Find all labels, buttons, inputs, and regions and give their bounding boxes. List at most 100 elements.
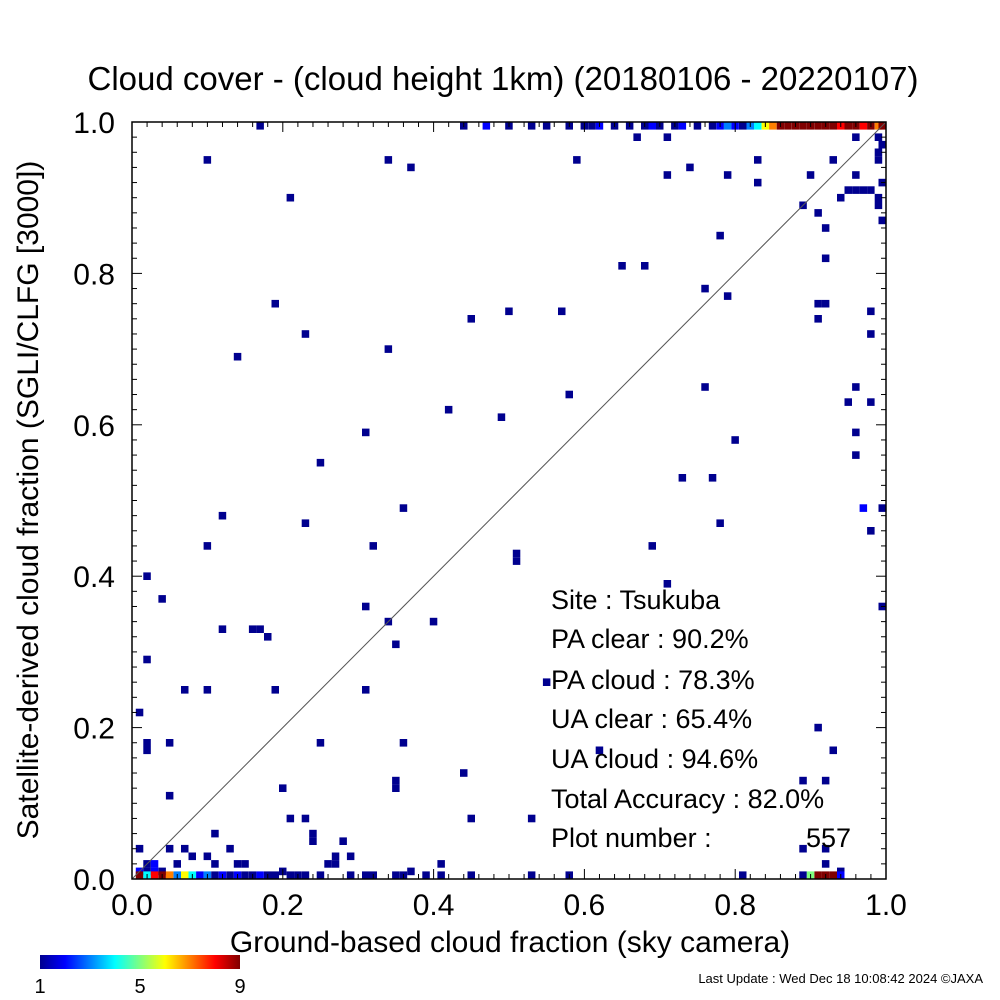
- heatmap-cell: [196, 871, 204, 879]
- heatmap-cell: [309, 837, 317, 845]
- x-tick-label: 0.6: [564, 889, 606, 922]
- heatmap-cell: [821, 844, 830, 853]
- heatmap-cell: [799, 844, 807, 853]
- heatmap-cell: [271, 686, 279, 694]
- heatmap-cell: [233, 860, 242, 868]
- heatmap-cell: [874, 201, 883, 210]
- heatmap-cell: [279, 784, 287, 792]
- heatmap-cell: [686, 163, 694, 172]
- x-tick-label: 0.2: [262, 889, 304, 922]
- minor-ticks: [131, 121, 887, 880]
- heatmap-cell: [248, 625, 257, 633]
- heatmap-cell: [505, 307, 513, 316]
- heatmap-cell: [588, 122, 596, 130]
- heatmap-cell: [369, 542, 377, 550]
- heatmap-cell: [821, 776, 830, 785]
- x-tick-label: 0.8: [714, 889, 756, 922]
- heatmap-cell: [852, 383, 860, 391]
- heatmap-cell: [701, 383, 709, 391]
- heatmap-cell: [837, 193, 845, 202]
- heatmap-cell: [286, 193, 295, 202]
- heatmap-cell: [663, 171, 672, 179]
- heatmap-cell: [678, 474, 687, 482]
- heatmap-cell: [806, 171, 815, 179]
- heatmap-cell: [301, 519, 310, 527]
- heatmap-cell: [829, 871, 837, 879]
- heatmap-cell: [135, 871, 144, 879]
- heatmap-cell: [852, 428, 860, 437]
- heatmap-cell: [844, 186, 852, 194]
- heatmap-cell: [301, 871, 310, 879]
- heatmap-cell: [859, 504, 868, 512]
- colorbar-tick-labels: 1 5 9: [34, 976, 245, 998]
- heatmap-cell: [203, 156, 212, 164]
- heatmap-cell: [814, 209, 822, 217]
- heatmap-cell: [859, 186, 868, 194]
- heatmap-cell: [165, 739, 174, 747]
- heatmap-cell: [739, 122, 747, 130]
- heatmap-cell: [852, 451, 860, 459]
- heatmap-cell: [527, 814, 536, 823]
- heatmap-cell: [181, 871, 189, 879]
- heatmap-cell: [867, 307, 875, 316]
- heatmap-cell: [821, 299, 830, 308]
- heatmap-cell: [618, 262, 626, 270]
- heatmap-cell: [316, 458, 325, 467]
- heatmap-cell: [874, 133, 883, 141]
- heatmap-cell: [512, 549, 521, 558]
- heatmap-cell: [565, 390, 573, 399]
- heatmap-cell: [143, 739, 151, 747]
- heatmap-cell: [754, 122, 762, 130]
- y-axis-label: Satellite-derived cloud fraction (SGLI/C…: [12, 161, 45, 840]
- heatmap-cell: [467, 871, 475, 879]
- heatmap-cell: [135, 844, 144, 853]
- heatmap-cell: [821, 860, 830, 868]
- heatmap-cell: [399, 504, 408, 512]
- heatmap-cell: [362, 686, 370, 694]
- heatmap-cell: [708, 474, 717, 482]
- heatmap-cell: [663, 133, 672, 141]
- heatmap-cell: [460, 769, 468, 777]
- heatmap-cell: [852, 133, 860, 141]
- heatmap-cell: [346, 852, 355, 861]
- heatmap-cell: [829, 122, 837, 130]
- heatmap-cell: [693, 122, 702, 130]
- heatmap-cell: [173, 860, 181, 868]
- heatmap-cell: [384, 345, 393, 353]
- heatmap-cell: [399, 739, 408, 747]
- colorbar-tick-label: 5: [134, 976, 145, 998]
- heatmap-cell: [814, 723, 822, 732]
- heatmap-cell: [867, 398, 875, 406]
- heatmap-cell: [595, 746, 604, 755]
- heatmap-cell: [135, 708, 144, 717]
- stat-plot-number-label: Plot number :: [551, 823, 712, 853]
- heatmap-cell: [143, 655, 151, 664]
- heatmap-cell: [558, 307, 566, 316]
- y-tick-label: 1.0: [73, 107, 115, 140]
- colorbar-tick-label: 9: [234, 976, 245, 998]
- heatmap-cell: [143, 867, 151, 876]
- heatmap-cell: [286, 814, 295, 823]
- heatmap-cell: [181, 686, 189, 694]
- heatmap-cell: [852, 186, 860, 194]
- heatmap-cell: [339, 837, 347, 845]
- heatmap-cell: [708, 122, 717, 130]
- heatmap-cell: [211, 871, 219, 879]
- heatmap-cell: [271, 871, 279, 879]
- heatmap-cell: [663, 580, 672, 588]
- colorbar: 1 5 9: [34, 955, 246, 998]
- heatmap-cell: [648, 542, 656, 550]
- last-update-footer: Last Update : Wed Dec 18 10:08:42 2024 ©…: [698, 971, 983, 986]
- heatmap-cell: [331, 852, 340, 861]
- heatmap-cell: [203, 852, 212, 861]
- heatmap-cell: [226, 871, 234, 879]
- stat-pa-clear: PA clear : 90.2%: [551, 624, 749, 654]
- heatmap-cell: [527, 871, 536, 879]
- heatmap-cell: [821, 224, 830, 232]
- heatmap-cell: [769, 122, 777, 130]
- heatmap-cell: [286, 871, 295, 879]
- colorbar-tick-label: 1: [34, 976, 45, 998]
- heatmap-cell: [867, 527, 875, 535]
- heatmap-cell: [444, 405, 453, 414]
- y-tick-labels: 0.0 0.2 0.4 0.6 0.8 1.0: [73, 107, 115, 897]
